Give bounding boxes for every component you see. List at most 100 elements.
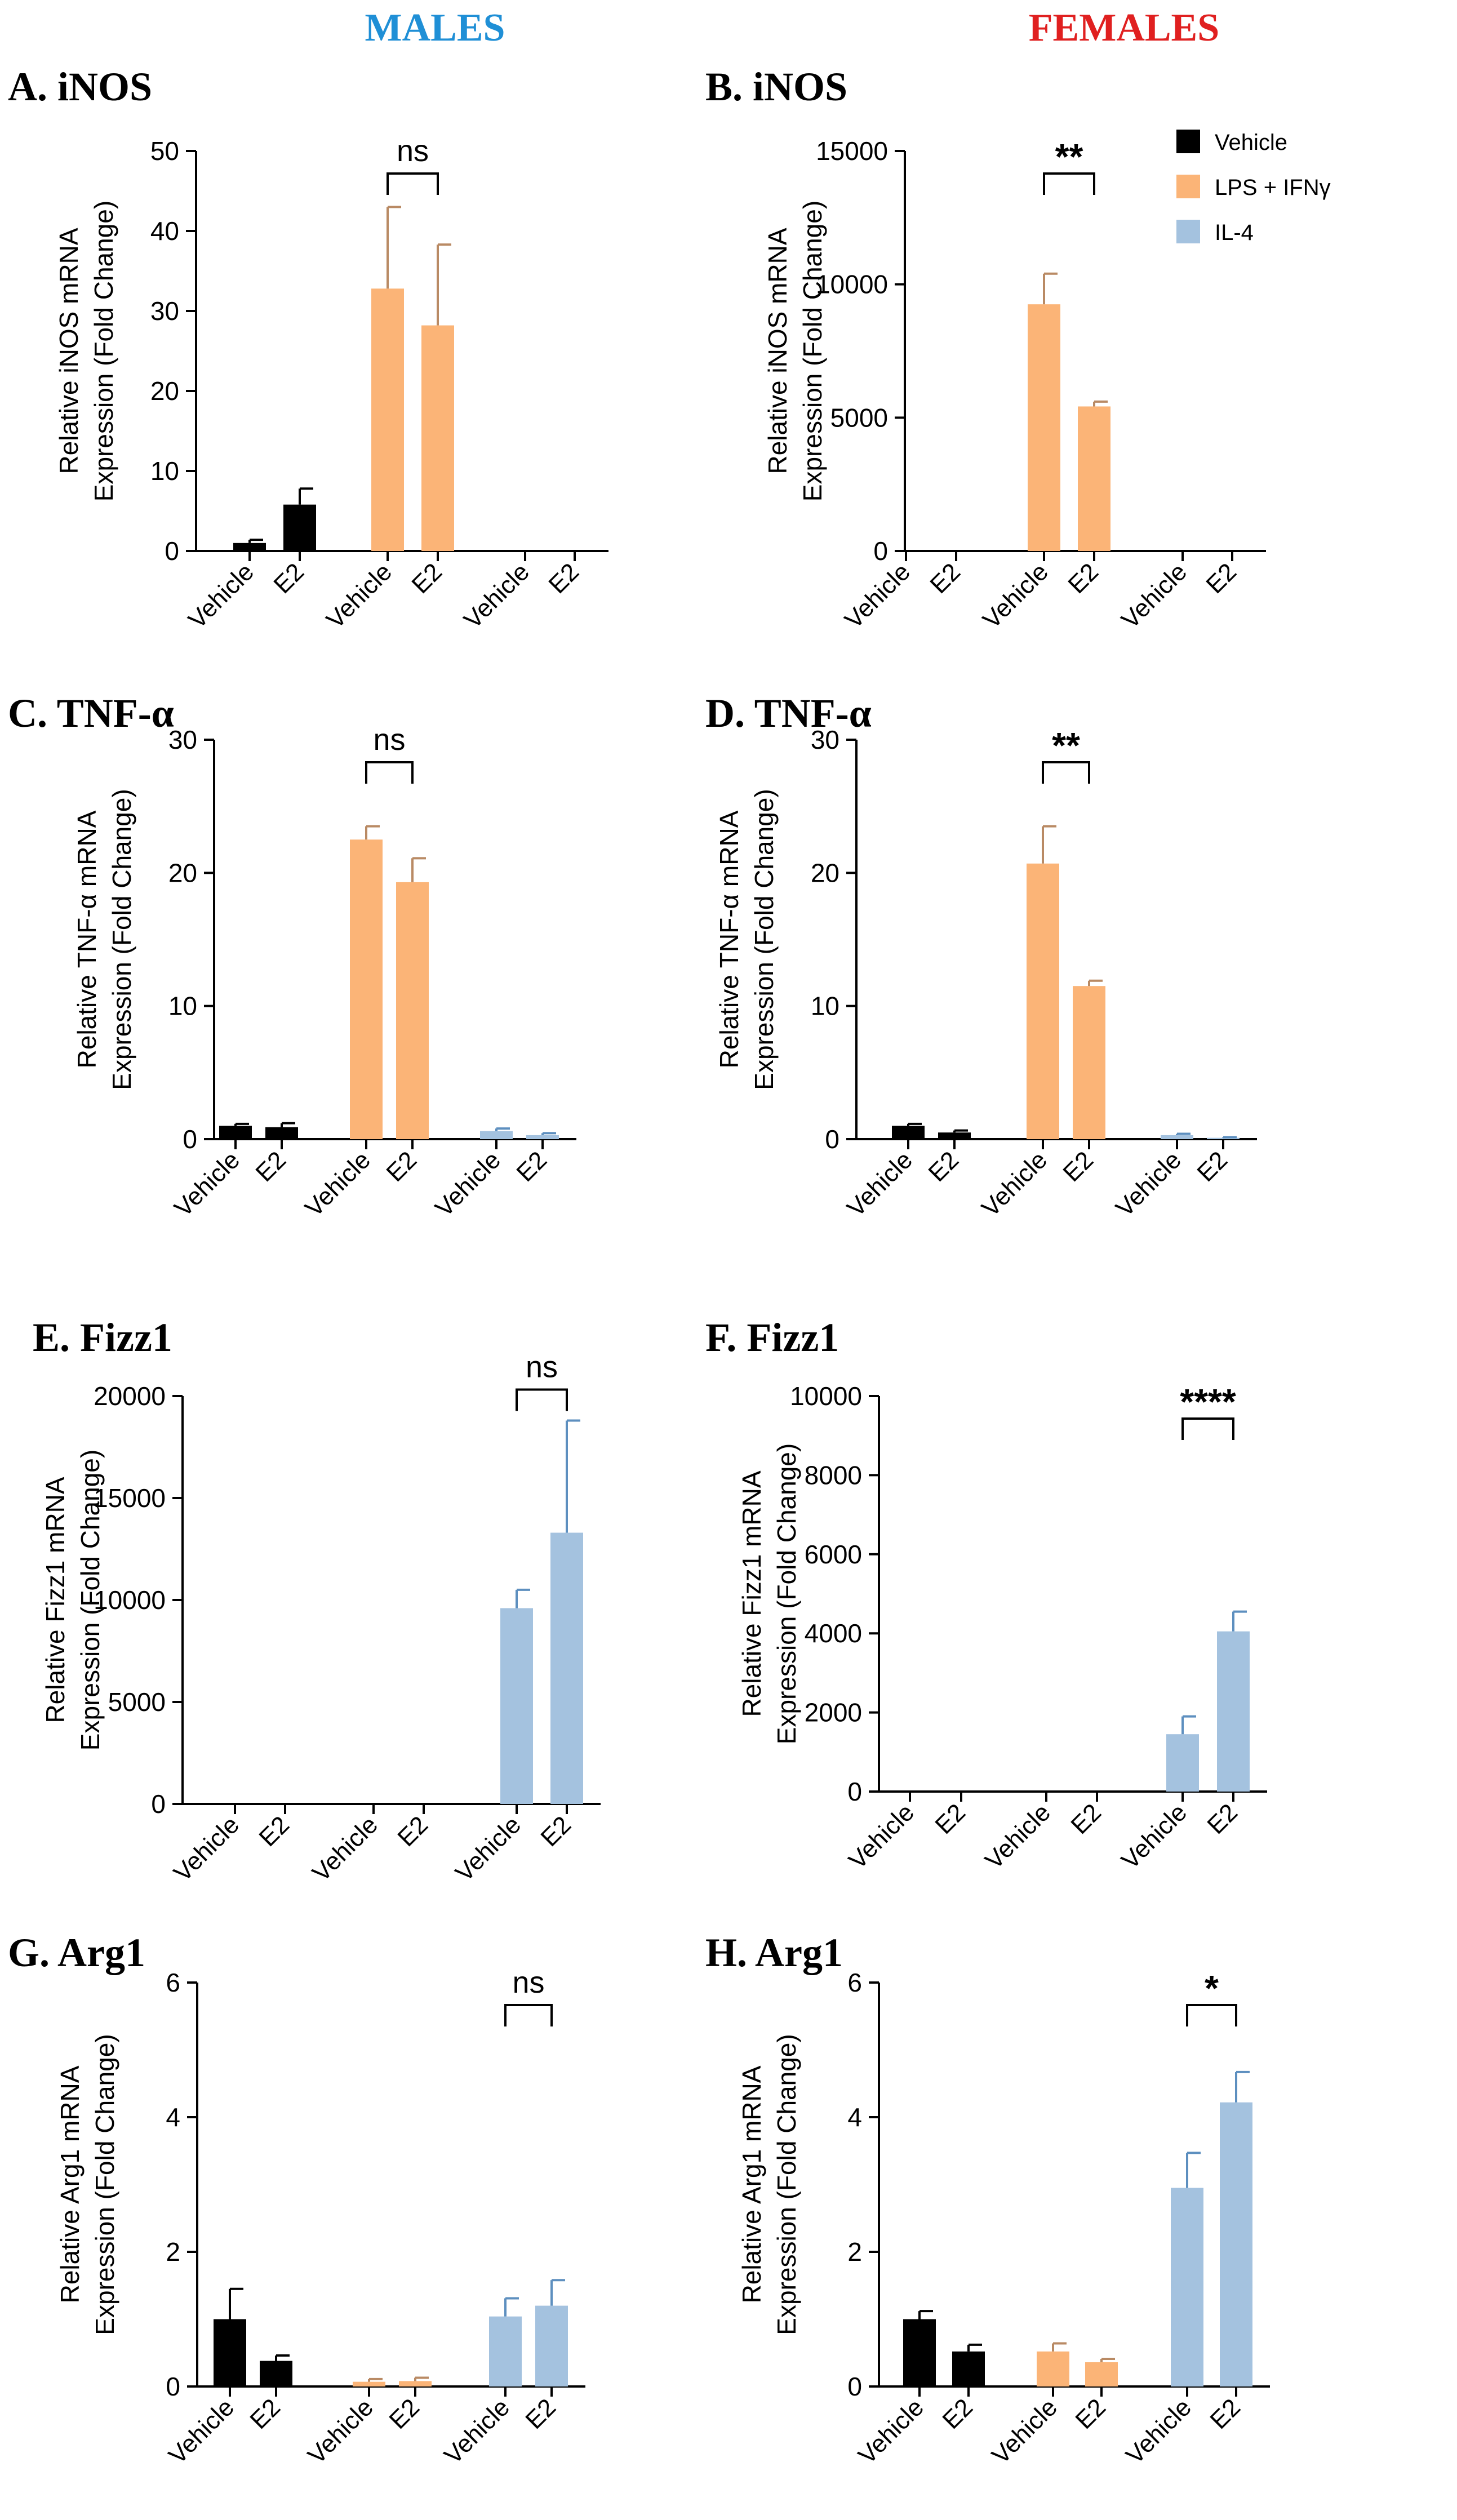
y-axis-label: Expression (Fold Change)	[749, 789, 779, 1090]
y-axis-label: Relative TNF-α mRNA	[72, 810, 101, 1068]
x-tick-label: Vehicle	[163, 2393, 239, 2469]
x-tick-label: E2	[1063, 558, 1104, 599]
x-tick-label: E2	[245, 2393, 286, 2434]
x-tick-label: E2	[520, 2393, 561, 2434]
significance-bracket	[504, 2004, 553, 2026]
x-tick-label: E2	[923, 1146, 964, 1187]
x-tick-label: E2	[937, 2393, 978, 2434]
significance-bracket	[1042, 761, 1090, 784]
y-tick-label: 6	[166, 1968, 180, 1997]
x-tick-label: Vehicle	[168, 1811, 245, 1887]
bar	[260, 2361, 292, 2386]
x-tick-label: Vehicle	[303, 2393, 379, 2469]
significance-bracket	[1186, 2004, 1237, 2026]
bar	[526, 1135, 559, 1139]
y-axis-label: Relative Arg1 mRNA	[55, 2065, 85, 2303]
bar	[489, 2316, 522, 2386]
y-tick-label: 10	[150, 456, 179, 486]
x-tick-label: E2	[511, 1146, 552, 1187]
males-header: MALES	[365, 6, 505, 50]
y-tick-label: 10	[811, 992, 839, 1021]
y-axis-label: Expression (Fold Change)	[75, 1450, 105, 1750]
legend: Vehicle LPS + IFNγ IL-4	[1176, 130, 1331, 245]
bar	[396, 882, 429, 1139]
x-tick-label: Vehicle	[980, 1798, 1056, 1874]
significance-bracket	[365, 761, 414, 784]
x-tick-label: Vehicle	[843, 1798, 919, 1874]
x-tick-label: Vehicle	[321, 558, 397, 634]
y-tick-label: 2	[166, 2237, 180, 2266]
y-tick-label: 2000	[805, 1698, 862, 1727]
females-header: FEMALES	[1029, 6, 1219, 50]
significance-label: **	[1052, 725, 1080, 766]
x-tick-label: E2	[392, 1811, 433, 1852]
y-tick-label: 2	[847, 2237, 862, 2266]
x-tick-label: Vehicle	[853, 2393, 929, 2469]
bar	[214, 2319, 246, 2386]
panel-a: A. iNOS Relative iNOS mRNA Expression (Fol…	[8, 64, 608, 634]
y-tick-label: 6000	[805, 1540, 862, 1569]
y-axis-label: Relative Arg1 mRNA	[737, 2065, 766, 2303]
y-tick-label: 4000	[805, 1619, 862, 1648]
y-axis-label: Expression (Fold Change)	[89, 201, 118, 501]
bar	[892, 1126, 925, 1139]
x-tick-label: E2	[406, 558, 447, 599]
significance-label: ****	[1180, 1381, 1236, 1422]
x-tick-label: Vehicle	[842, 1146, 918, 1222]
x-tick-label: Vehicle	[183, 558, 259, 634]
x-tick-label: Vehicle	[307, 1811, 383, 1887]
y-tick-label: 5000	[108, 1687, 166, 1717]
x-tick-label: Vehicle	[976, 1146, 1052, 1222]
x-tick-label: Vehicle	[169, 1146, 245, 1222]
y-tick-label: 50	[150, 136, 179, 166]
y-tick-label: 30	[150, 296, 179, 326]
y-tick-label: 20	[811, 858, 839, 887]
x-tick-label: E2	[384, 2393, 425, 2434]
bar	[1220, 2102, 1252, 2386]
x-tick-label: Vehicle	[1116, 558, 1192, 634]
significance-bracket	[387, 172, 439, 195]
legend-swatch-lps-ifng	[1176, 175, 1200, 198]
bar	[550, 1532, 583, 1804]
y-tick-label: 20000	[94, 1381, 166, 1411]
legend-label-vehicle: Vehicle	[1215, 130, 1287, 155]
x-tick-label: E2	[381, 1146, 422, 1187]
bar	[399, 2381, 432, 2386]
y-tick-label: 10	[168, 992, 197, 1021]
y-tick-label: 30	[811, 725, 839, 754]
bar	[265, 1127, 298, 1139]
x-tick-label: E2	[930, 1798, 971, 1839]
x-tick-label: E2	[543, 558, 584, 599]
x-tick-label: E2	[254, 1811, 295, 1852]
y-tick-label: 10000	[94, 1585, 166, 1615]
legend-label-lps-ifng: LPS + IFNγ	[1215, 175, 1331, 200]
y-tick-label: 8000	[805, 1460, 862, 1490]
bar	[535, 2305, 568, 2386]
x-tick-label: E2	[250, 1146, 291, 1187]
bar	[952, 2351, 985, 2386]
y-tick-label: 4	[166, 2103, 180, 2132]
bar	[233, 543, 266, 551]
x-tick-label: E2	[1058, 1146, 1099, 1187]
y-axis-label: Relative Fizz1 mRNA	[41, 1477, 70, 1723]
x-tick-label: E2	[1192, 1146, 1233, 1187]
y-tick-label: 10000	[790, 1381, 862, 1411]
y-axis-label: Expression (Fold Change)	[772, 2034, 801, 2335]
y-tick-label: 15000	[816, 136, 888, 166]
significance-bracket	[1181, 1417, 1234, 1440]
panel-title: C. TNF-α	[8, 691, 174, 736]
x-tick-label: Vehicle	[978, 558, 1054, 634]
bar	[219, 1126, 252, 1139]
significance-label: **	[1055, 136, 1083, 177]
y-tick-label: 0	[183, 1125, 197, 1154]
bar	[1207, 1137, 1240, 1139]
y-tick-label: 0	[165, 536, 179, 566]
panel-f: F. Fizz1 Relative Fizz1 mRNA Expression (F…	[705, 1315, 1267, 1874]
panel-title: F. Fizz1	[705, 1315, 839, 1360]
y-tick-label: 15000	[94, 1483, 166, 1513]
panel-title: G. Arg1	[8, 1930, 145, 1975]
y-tick-label: 5000	[830, 403, 888, 432]
bar	[1027, 863, 1059, 1139]
bar	[1085, 2362, 1118, 2386]
x-tick-label: Vehicle	[1116, 1798, 1192, 1874]
